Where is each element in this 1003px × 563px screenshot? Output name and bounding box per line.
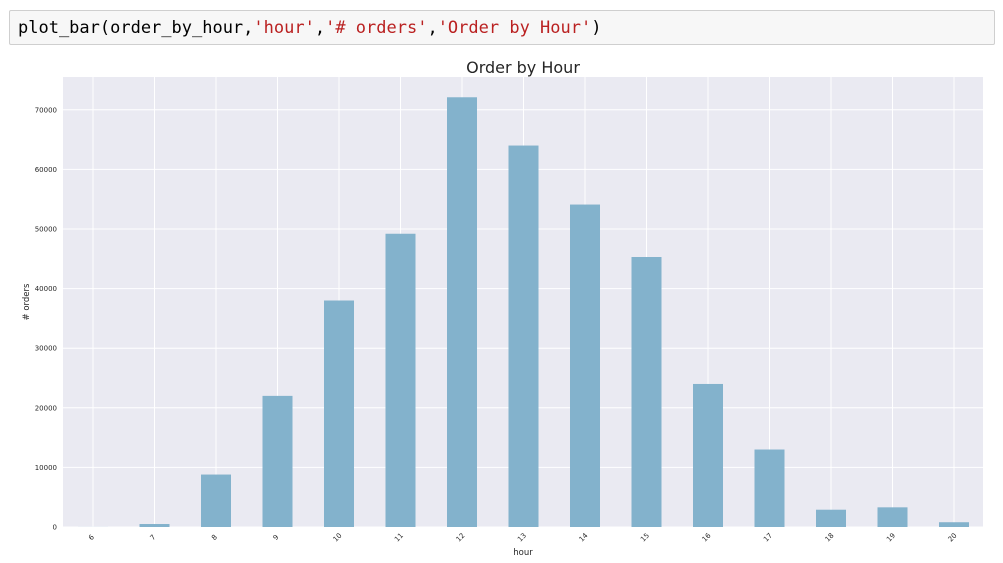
bar-hour-12 — [447, 97, 477, 528]
x-tick-label: 13 — [516, 532, 528, 544]
chart-title: Order by Hour — [466, 58, 580, 77]
bar-hour-14 — [570, 204, 600, 527]
x-axis-ticks: 6 7 8 9 10 11 12 13 14 15 16 17 18 19 20 — [87, 531, 958, 543]
x-tick-label: 12 — [455, 532, 467, 544]
bars — [78, 97, 969, 528]
code-cell[interactable]: plot_bar(order_by_hour,'hour','# orders'… — [9, 10, 995, 45]
x-tick-label: 17 — [762, 532, 774, 544]
x-tick-label: 16 — [701, 531, 713, 543]
x-tick-label: 15 — [639, 532, 651, 544]
y-tick-label: 20000 — [35, 404, 57, 412]
code-arg-xlabel: 'hour' — [253, 18, 315, 38]
y-tick-label: 30000 — [35, 345, 57, 353]
x-tick-label: 8 — [210, 533, 219, 542]
code-arg-title: 'Order by Hour' — [437, 18, 592, 38]
code-arg-ylabel: '# orders' — [325, 18, 428, 38]
bar-hour-10 — [324, 300, 354, 527]
y-axis-ticks: 0 10000 20000 30000 40000 50000 60000 70000 — [35, 106, 57, 531]
y-tick-label: 60000 — [35, 166, 57, 174]
x-tick-label: 18 — [824, 532, 836, 544]
x-tick-label: 10 — [332, 532, 344, 544]
y-tick-label: 40000 — [35, 285, 57, 293]
bar-hour-13 — [508, 145, 539, 528]
code-function-call: plot_bar(order_by_hour, — [18, 18, 254, 38]
x-axis-label: hour — [513, 548, 533, 558]
bar-hour-17 — [754, 449, 785, 527]
x-tick-label: 6 — [87, 533, 96, 542]
bar-chart: 0 10000 20000 30000 40000 50000 60000 70000 6 7 8… — [22, 58, 983, 558]
y-axis-label: # orders — [22, 283, 32, 320]
y-tick-label: 10000 — [35, 464, 57, 472]
bar-hour-9 — [262, 395, 293, 527]
code-close-paren: ) — [591, 18, 602, 38]
bar-hour-19 — [877, 507, 908, 527]
bar-hour-18 — [816, 509, 846, 527]
bar-hour-7 — [139, 524, 170, 527]
x-tick-label: 7 — [149, 533, 158, 542]
y-tick-label: 50000 — [35, 225, 57, 233]
bar-hour-16 — [693, 383, 723, 527]
y-tick-label: 70000 — [35, 106, 57, 114]
bar-hour-8 — [201, 474, 231, 527]
bar-hour-20 — [939, 522, 969, 527]
x-tick-label: 14 — [578, 531, 590, 543]
y-tick-label: 0 — [53, 524, 57, 532]
x-tick-label: 20 — [947, 532, 959, 544]
code-separator: , — [314, 18, 326, 38]
code-separator: , — [427, 18, 438, 38]
x-tick-label: 9 — [272, 533, 281, 542]
bar-hour-11 — [385, 233, 416, 527]
x-tick-label: 11 — [393, 532, 405, 544]
bar-hour-15 — [631, 257, 662, 527]
x-tick-label: 19 — [885, 532, 897, 544]
